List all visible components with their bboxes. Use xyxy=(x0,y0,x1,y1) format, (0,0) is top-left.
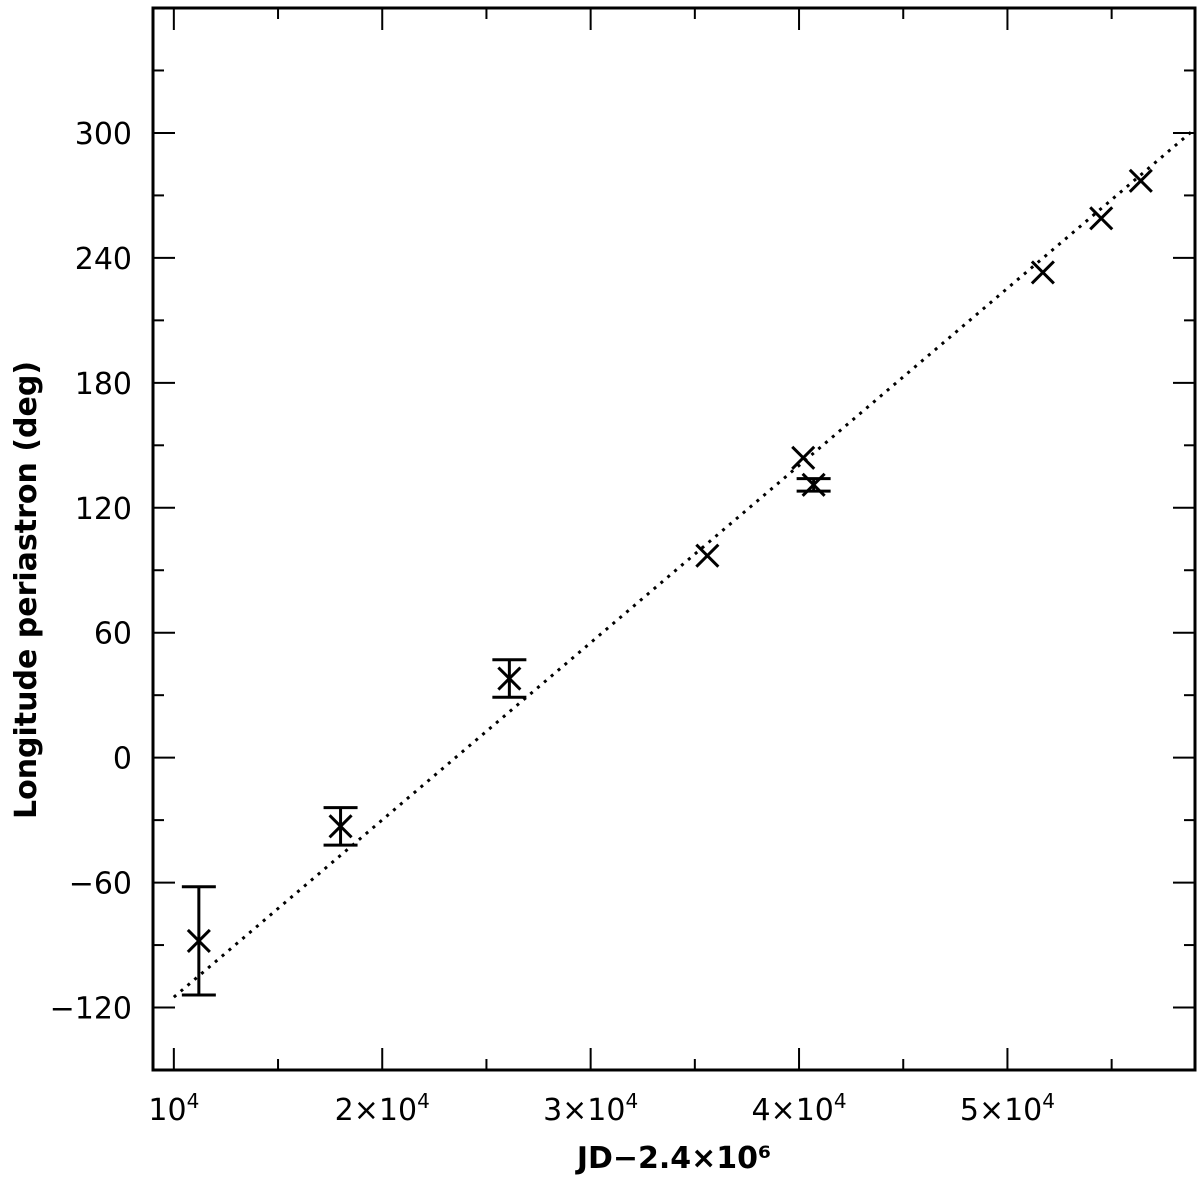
plot-frame xyxy=(151,6,1197,1072)
data-point xyxy=(1128,168,1153,193)
x-tick-label: 5×104 xyxy=(960,1089,1055,1128)
data-point xyxy=(1030,260,1055,285)
x-marker-stroke xyxy=(791,445,816,470)
fit-line xyxy=(172,127,1196,999)
fit-line-layer xyxy=(172,127,1196,999)
y-tick-label: 240 xyxy=(75,242,132,277)
y-tick-label: 120 xyxy=(75,492,132,527)
y-axis-title: Longitude periastron (deg) xyxy=(9,361,44,819)
y-tick-label: 300 xyxy=(75,117,132,152)
data-point xyxy=(1089,206,1114,231)
y-tick-label: 60 xyxy=(94,617,132,652)
x-axis-title: JD−2.4×10⁶ xyxy=(575,1141,771,1176)
y-tick-label: −120 xyxy=(50,992,132,1027)
data-point xyxy=(492,658,527,699)
x-tick-label: 4×104 xyxy=(751,1089,846,1128)
data-point xyxy=(695,543,720,568)
x-tick-label: 104 xyxy=(148,1089,199,1128)
y-tick-label: 0 xyxy=(113,742,132,777)
x-tick-label: 2×104 xyxy=(335,1089,430,1128)
x-marker-stroke xyxy=(1089,206,1114,231)
tick-labels: 104 2×104 3×104 4×104 5×104 −120 −60 0 60 120 180 2… xyxy=(50,117,1055,1128)
y-tick-label: 180 xyxy=(75,367,132,402)
x-marker-stroke xyxy=(1030,260,1055,285)
data-point xyxy=(323,806,358,847)
data-point xyxy=(796,472,831,497)
x-marker-stroke xyxy=(695,543,720,568)
x-tick-label: 3×104 xyxy=(543,1089,638,1128)
data-points xyxy=(181,168,1153,997)
y-tick-label: −60 xyxy=(69,867,132,902)
data-point xyxy=(791,445,816,470)
x-marker-stroke xyxy=(1128,168,1153,193)
tick-marks xyxy=(153,8,1195,1071)
data-point xyxy=(181,885,216,997)
